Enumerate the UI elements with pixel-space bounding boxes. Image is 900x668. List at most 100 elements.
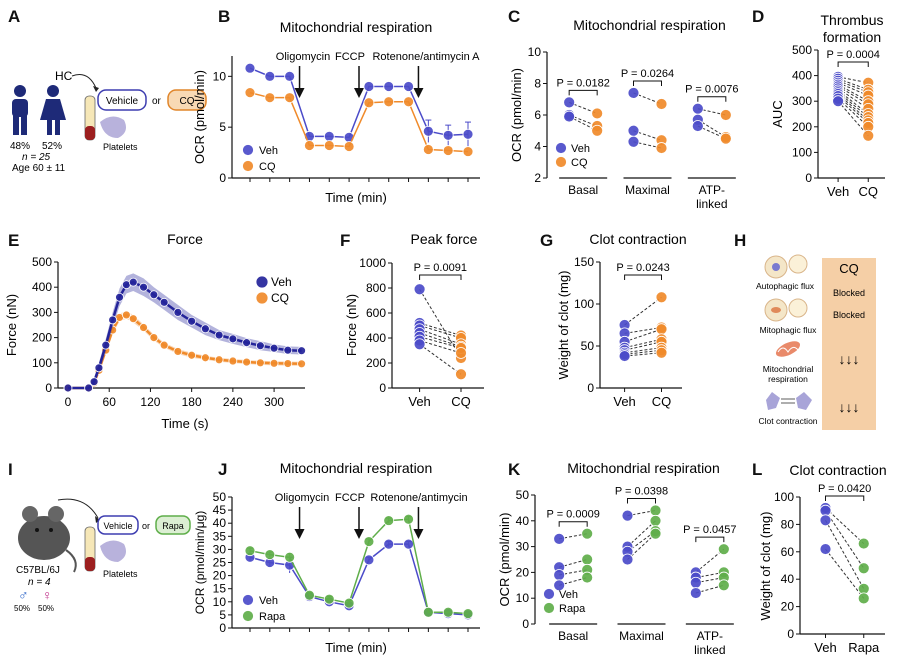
y-axis-label: OCR (pmol/min/μg) [193, 511, 207, 615]
y-tick-label: 6 [534, 108, 541, 122]
y-tick-label: 45 [213, 503, 227, 517]
chart-title: Mitochondrial respiration [567, 460, 720, 476]
y-tick-label: 300 [32, 305, 52, 319]
blood-tube-icon [84, 95, 96, 141]
pair-line [419, 325, 462, 339]
injection-label: FCCP [335, 51, 365, 63]
panel-h-summary: CQ Autophagic flux Mitophagic flux Mitoc… [756, 254, 876, 430]
significance-bracket [624, 274, 662, 280]
data-point [63, 383, 73, 393]
pair-line [419, 328, 462, 345]
data-point [284, 92, 296, 104]
pair-line [419, 340, 462, 354]
cq-pill [167, 89, 207, 111]
data-point [214, 355, 224, 365]
y-tick-label: 100 [574, 297, 594, 311]
significance-bracket [627, 497, 656, 504]
data-point [173, 347, 183, 356]
data-point [228, 334, 238, 344]
x-tick-label: Veh [827, 184, 849, 199]
summary-row-effect: ↓↓↓ [839, 399, 860, 415]
blood-tube-icon [84, 526, 96, 572]
data-point [403, 96, 414, 108]
y-tick-label: 200 [792, 120, 812, 134]
chart-title: Mitochondrial respiration [280, 460, 433, 476]
y-tick-label: 10 [516, 591, 530, 605]
x-tick-label: Rapa [848, 640, 880, 655]
data-point [228, 356, 238, 366]
significance-bracket [697, 96, 727, 102]
mouse-male-pct: 50% [14, 604, 30, 613]
data-point [442, 606, 454, 618]
x-tick-label: 60 [103, 395, 117, 409]
y-tick-label: 500 [792, 43, 812, 57]
data-point [283, 345, 293, 355]
data-point [553, 532, 566, 545]
data-point [128, 277, 138, 287]
data-point [159, 340, 169, 350]
platelet-icon [100, 116, 126, 138]
data-point [655, 98, 668, 110]
y-tick-label: 600 [366, 306, 386, 320]
y-tick-label: 40 [781, 572, 795, 586]
data-point [323, 130, 335, 142]
data-point [455, 368, 467, 381]
y-tick-label: 100 [792, 145, 812, 159]
data-point [383, 81, 395, 92]
chart-k-respiration-summary: 0 10 20 30 40 50 Mitochondrial respiration OCR … [497, 460, 736, 657]
pair-line [624, 296, 662, 326]
arrowhead-icon [93, 86, 99, 92]
pair-line [624, 349, 662, 355]
y-axis-label: Weight of clot (mg) [556, 271, 571, 380]
pair-line [624, 338, 662, 349]
data-point [383, 538, 395, 550]
data-point [383, 96, 395, 108]
data-point [323, 140, 335, 151]
pair-line [825, 507, 865, 544]
p-value-label: P = 0.0457 [683, 524, 736, 536]
platelets-label: Platelets [103, 142, 138, 152]
data-point [689, 576, 702, 589]
data-point [269, 358, 279, 368]
pair-line [624, 341, 662, 351]
data-point [621, 553, 634, 566]
panel-letter-i: I [8, 460, 13, 479]
panel-a-schematic: HC 48% 52% n = 25 Age 60 ± 11 Vehicle or [10, 69, 207, 174]
legend-marker [242, 594, 254, 606]
data-point [304, 140, 315, 151]
pair-line [825, 520, 865, 590]
data-point [422, 144, 434, 155]
data-point [581, 527, 594, 540]
pair-line [419, 332, 462, 348]
data-point [139, 282, 148, 292]
group-label: Maximal [625, 183, 670, 197]
panel-letter-f: F [340, 231, 350, 250]
data-point [187, 350, 197, 360]
y-tick-label: 25 [213, 556, 227, 570]
y-tick-label: 50 [581, 339, 595, 353]
data-point [284, 70, 296, 82]
data-point [200, 353, 210, 363]
injection-label: Oligomycin [276, 51, 330, 63]
data-point [462, 608, 474, 619]
significance-bracket [568, 89, 598, 96]
pair-line [419, 288, 462, 359]
data-point [627, 135, 640, 148]
y-tick-label: 0 [379, 381, 386, 395]
legend-label: Veh [571, 143, 590, 155]
y-tick-label: 0 [219, 171, 226, 185]
chart-e-force: 0 100 200 300 400 500 0 60 120 180 240 300 Force Time… [4, 231, 306, 431]
data-point [819, 514, 832, 527]
panel-i-schematic: C57BL/6J n = 4 ♂ ♀ 50% 50% Vehicle or Ra… [14, 498, 191, 613]
y-tick-label: 40 [213, 516, 227, 530]
data-point [422, 125, 434, 137]
pair-line [624, 347, 662, 354]
injection-arrowhead [413, 88, 424, 98]
data-point [297, 359, 306, 369]
n-label: n = 25 [22, 152, 51, 163]
data-point [403, 81, 414, 92]
series-line [249, 543, 469, 616]
significance-bracket [419, 274, 462, 280]
data-point [269, 343, 279, 353]
